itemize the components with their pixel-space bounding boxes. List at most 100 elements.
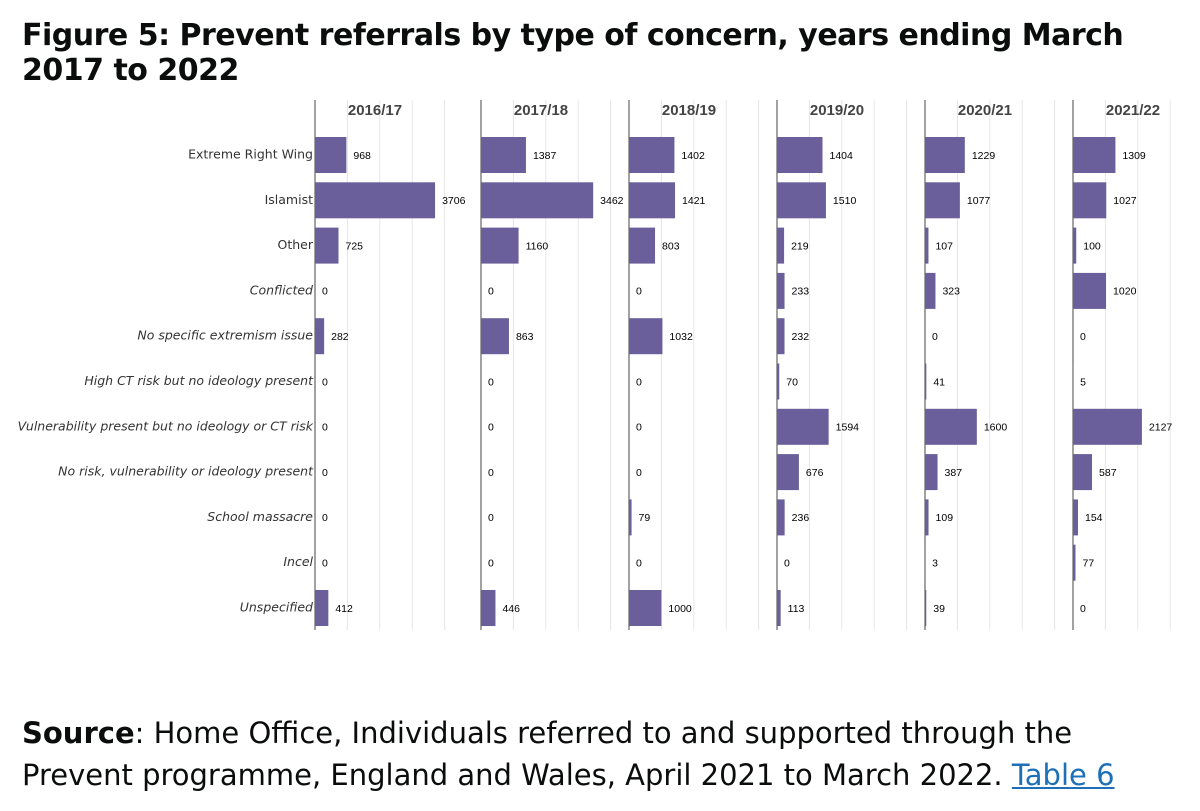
value-label: 1032: [669, 331, 693, 343]
bar: [777, 318, 785, 355]
value-label: 39: [933, 603, 945, 615]
value-label: 1160: [526, 240, 549, 252]
bar: [1073, 454, 1093, 491]
bar: [629, 499, 632, 536]
value-label: 0: [488, 286, 494, 298]
bar: [925, 182, 960, 219]
category-label: Islamist: [265, 192, 313, 207]
value-label: 0: [488, 376, 494, 388]
value-label: 0: [784, 557, 790, 569]
category-label: School massacre: [207, 509, 313, 524]
panel-title: 2021/22: [1106, 102, 1160, 119]
value-label: 1387: [533, 150, 557, 162]
bar: [777, 137, 823, 173]
chart: Extreme Right Wing Islamist Other Conflicte…: [18, 100, 1173, 630]
value-label: 70: [786, 376, 798, 388]
panel-title: 2017/18: [514, 102, 568, 119]
source-link[interactable]: Table 6: [1011, 758, 1115, 792]
bar: [481, 227, 519, 264]
value-label: 41: [933, 376, 945, 388]
bar: [481, 182, 594, 219]
value-label: 587: [1099, 467, 1117, 479]
bar: [629, 182, 676, 219]
bar: [777, 363, 780, 400]
value-label: 1309: [1122, 150, 1146, 162]
bar: [629, 137, 675, 173]
bar: [1073, 499, 1078, 536]
value-label: 2127: [1149, 422, 1173, 434]
category-label: No risk, vulnerability or ideology prese…: [58, 464, 314, 479]
value-label: 0: [322, 422, 328, 434]
bar: [481, 590, 496, 626]
bar: [629, 318, 663, 355]
panel-title: 2018/19: [662, 102, 716, 119]
value-label: 3462: [600, 195, 624, 207]
value-label: 109: [936, 512, 954, 524]
value-label: 0: [488, 557, 494, 569]
bar: [315, 590, 329, 626]
bar: [315, 318, 325, 355]
value-label: 0: [488, 422, 494, 434]
value-label: 968: [353, 150, 371, 162]
value-label: 1600: [984, 422, 1008, 434]
value-label: 1229: [972, 150, 996, 162]
bar: [925, 227, 929, 264]
value-label: 1402: [681, 150, 705, 162]
category-label: Extreme Right Wing: [188, 147, 313, 162]
category-label: Incel: [283, 554, 313, 569]
value-label: 5: [1080, 376, 1086, 388]
value-label: 412: [335, 603, 353, 615]
bar: [1073, 227, 1077, 264]
value-label: 0: [488, 512, 494, 524]
bar: [1073, 408, 1142, 445]
category-label: High CT risk but no ideology present: [84, 373, 314, 388]
bar: [777, 408, 829, 445]
panel-title: 2019/20: [810, 102, 864, 119]
value-label: 77: [1082, 557, 1094, 569]
bar: [1073, 182, 1107, 219]
bar: [315, 182, 436, 219]
category-label: Other: [278, 237, 314, 252]
bar: [925, 137, 965, 173]
value-label: 3706: [442, 195, 466, 207]
category-label: Conflicted: [250, 282, 313, 297]
bar: [315, 227, 339, 264]
value-label: 236: [792, 512, 810, 524]
source: Source: Home Office, Individuals referre…: [22, 712, 1182, 796]
bar: [925, 590, 927, 626]
bar: [777, 454, 799, 491]
value-label: 1027: [1113, 195, 1137, 207]
value-label: 0: [636, 422, 642, 434]
chart-title: Figure 5: Prevent referrals by type of c…: [22, 18, 1124, 88]
bar: [315, 137, 347, 173]
value-label: 0: [322, 286, 328, 298]
value-label: 1404: [829, 150, 853, 162]
value-label: 1000: [668, 603, 692, 615]
value-label: 0: [932, 331, 938, 343]
bar: [629, 590, 662, 626]
value-label: 282: [331, 331, 349, 343]
value-label: 0: [636, 557, 642, 569]
category-label: Unspecified: [240, 600, 313, 615]
value-label: 0: [1080, 331, 1086, 343]
bar: [1073, 137, 1116, 173]
source-label: Source: [22, 716, 135, 750]
bar: [925, 272, 936, 309]
value-label: 387: [945, 467, 963, 479]
source-text: : Home Office, Individuals referred to a…: [22, 716, 1073, 792]
bar: [777, 499, 785, 536]
value-label: 79: [639, 512, 651, 524]
value-label: 3: [932, 557, 938, 569]
bar: [925, 499, 929, 536]
value-label: 1510: [833, 195, 857, 207]
bar: [777, 272, 785, 309]
value-label: 0: [322, 467, 328, 479]
bar: [629, 227, 656, 264]
value-label: 0: [636, 286, 642, 298]
bar: [777, 227, 785, 264]
value-label: 154: [1085, 512, 1103, 524]
value-label: 803: [662, 240, 680, 252]
value-label: 100: [1083, 240, 1101, 252]
value-label: 0: [322, 512, 328, 524]
